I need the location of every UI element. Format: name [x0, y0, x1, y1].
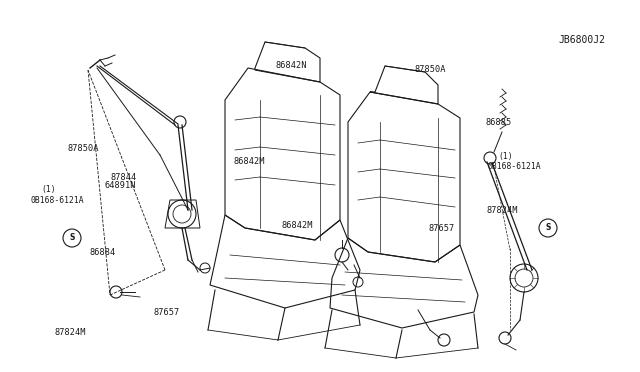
Text: 87657: 87657 — [429, 224, 455, 233]
Text: 87657: 87657 — [154, 308, 180, 317]
Text: 87844: 87844 — [110, 173, 136, 182]
Text: 87850A: 87850A — [415, 65, 446, 74]
Text: JB6800J2: JB6800J2 — [558, 35, 605, 45]
Text: 87824M: 87824M — [54, 328, 86, 337]
Text: 86842M: 86842M — [234, 157, 265, 166]
Text: 64891N: 64891N — [104, 182, 136, 190]
Text: 86884: 86884 — [90, 248, 116, 257]
Text: 0B168-6121A: 0B168-6121A — [31, 196, 84, 205]
Text: 87850A: 87850A — [67, 144, 99, 153]
Text: 86842M: 86842M — [282, 221, 313, 230]
Text: 0B168-6121A: 0B168-6121A — [488, 162, 541, 171]
Text: (1): (1) — [42, 185, 56, 194]
Text: 86885: 86885 — [485, 118, 511, 126]
Text: S: S — [69, 234, 75, 243]
Text: S: S — [545, 224, 550, 232]
Text: 86842N: 86842N — [275, 61, 307, 70]
Text: 87824M: 87824M — [486, 206, 518, 215]
Text: (1): (1) — [498, 152, 513, 161]
